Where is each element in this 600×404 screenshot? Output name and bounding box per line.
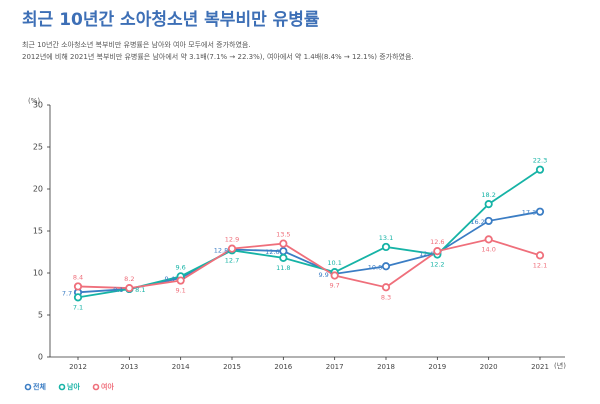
- point: [279, 247, 288, 256]
- value-label: 12.4: [419, 250, 433, 258]
- value-label: 12.8: [214, 246, 228, 254]
- value-label: 7.1: [73, 303, 83, 311]
- value-label: 11.8: [276, 264, 290, 272]
- value-label: 7.7: [62, 289, 72, 297]
- value-label: 17.3: [522, 209, 536, 217]
- x-tick-label: 2015: [223, 363, 241, 371]
- value-label: 12.6: [430, 238, 444, 246]
- point: [227, 244, 237, 253]
- x-tick-label: 2017: [326, 363, 344, 371]
- value-label: 9.6: [175, 263, 185, 271]
- value-label: 10.8: [368, 263, 382, 271]
- point: [330, 271, 339, 280]
- y-tick-label: 25: [33, 143, 43, 152]
- x-tick-label: 2020: [480, 363, 498, 371]
- y-tick-label: 15: [33, 227, 43, 236]
- legend-label: 여아: [101, 382, 114, 391]
- y-axis-label: (%): [28, 97, 40, 105]
- y-tick-label: 10: [33, 269, 43, 278]
- chart-title: 최근 10년간 소아청소년 복부비만 유병률: [22, 9, 320, 30]
- value-label: 8.1: [113, 286, 123, 294]
- point: [279, 239, 288, 248]
- point: [73, 293, 83, 302]
- subtitle: 최근 10년간 소아청소년 복부비만 유병률은 남아와 여아 모두에서 증가하였…: [22, 40, 251, 49]
- point: [381, 283, 391, 292]
- x-tick-label: 2013: [120, 363, 138, 371]
- point: [176, 276, 185, 285]
- line: [77, 168, 541, 299]
- point: [381, 242, 391, 252]
- legend-marker: [92, 383, 100, 391]
- x-tick-label: 2021: [531, 363, 549, 371]
- value-label: 9.9: [318, 271, 328, 279]
- value-label: 22.3: [533, 157, 547, 165]
- value-label: 9.1: [175, 287, 185, 295]
- value-label: 9.4: [164, 275, 174, 283]
- y-tick-label: 5: [38, 311, 43, 320]
- point: [125, 284, 134, 293]
- y-tick-label: 0: [38, 353, 43, 362]
- value-label: 10.1: [327, 259, 341, 267]
- point: [484, 200, 493, 209]
- value-label: 18.2: [481, 191, 495, 199]
- value-label: 12.7: [225, 256, 239, 264]
- value-label: 8.1: [135, 286, 145, 294]
- value-label: 13.1: [379, 234, 393, 242]
- x-tick-label: 2018: [377, 363, 395, 371]
- point: [433, 247, 442, 256]
- point: [279, 253, 288, 262]
- value-label: 12.9: [225, 236, 239, 244]
- line: [77, 238, 541, 290]
- value-label: 8.3: [381, 293, 391, 301]
- value-label: 12.2: [430, 261, 444, 269]
- subtitle: 2012년에 비해 2021년 복부비만 유병률은 남아에서 약 3.1배(7.…: [22, 52, 414, 61]
- y-tick-label: 20: [33, 185, 43, 194]
- x-axis-label: (년): [554, 361, 566, 370]
- legend-label: 남아: [67, 382, 80, 391]
- value-label: 13.5: [276, 231, 290, 239]
- point: [535, 251, 545, 260]
- point: [535, 207, 545, 216]
- point: [484, 216, 493, 226]
- point: [381, 262, 391, 271]
- x-tick-label: 2019: [428, 363, 446, 371]
- value-label: 8.4: [73, 273, 83, 281]
- value-label: 8.2: [124, 275, 134, 283]
- value-label: 12.1: [533, 261, 547, 269]
- x-tick-label: 2014: [172, 363, 190, 371]
- point: [484, 235, 493, 244]
- x-tick-label: 2012: [69, 363, 87, 371]
- point: [73, 282, 83, 291]
- point: [535, 165, 545, 174]
- x-tick-label: 2016: [274, 363, 292, 371]
- value-label: 14.0: [481, 245, 495, 253]
- value-label: 16.2: [470, 218, 484, 226]
- legend-marker: [24, 383, 32, 391]
- y-tick-label: 30: [33, 101, 43, 110]
- legend-label: 전체: [33, 382, 46, 391]
- legend-marker: [58, 383, 66, 391]
- value-label: 9.7: [329, 282, 339, 290]
- value-label: 12.6: [265, 248, 279, 256]
